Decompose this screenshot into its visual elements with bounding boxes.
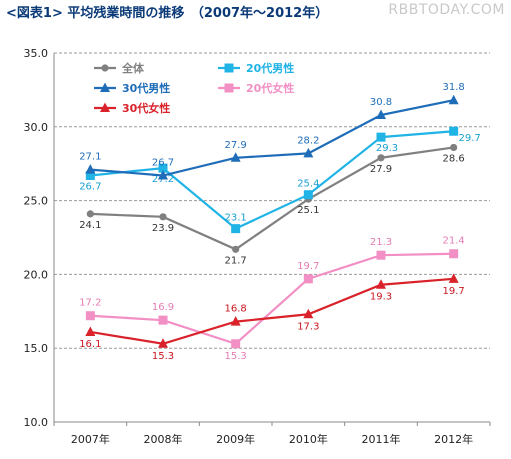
data-point [230, 316, 241, 326]
data-point [449, 249, 459, 259]
series-line [90, 252, 454, 346]
y-tick-label: 30.0 [24, 121, 49, 134]
chart-title: <図表1> 平均残業時間の推移 （2007年～2012年） [6, 6, 329, 21]
data-point [448, 94, 459, 105]
data-point [303, 190, 313, 200]
data-label: 30.8 [370, 97, 392, 108]
data-label: 27.1 [79, 152, 101, 163]
y-tick-label: 10.0 [24, 416, 49, 429]
y-tick-label: 25.0 [24, 195, 49, 208]
data-label: 24.1 [79, 220, 101, 231]
data-label: 28.2 [297, 135, 319, 146]
x-tick-label: 2010年 [289, 432, 328, 446]
data-label: 29.7 [459, 133, 481, 144]
data-label: 27.2 [152, 174, 174, 185]
data-point [85, 164, 96, 174]
data-point [450, 143, 458, 152]
data-label: 29.3 [376, 143, 398, 154]
data-label: 27.9 [225, 140, 247, 151]
data-label: 16.9 [152, 302, 174, 313]
data-point [158, 170, 168, 180]
legend-marker [100, 102, 110, 112]
data-point [85, 171, 95, 181]
data-point [449, 126, 459, 136]
series-line [90, 99, 454, 177]
data-label: 19.7 [443, 286, 465, 297]
data-label: 31.8 [443, 82, 465, 93]
legend-label: 全体 [121, 61, 145, 75]
legend-marker [101, 64, 109, 72]
y-tick-label: 20.0 [24, 268, 49, 281]
data-point [86, 210, 94, 218]
data-point [303, 147, 314, 158]
data-label: 15.3 [225, 351, 247, 362]
data-label: 25.1 [297, 205, 319, 216]
legend-label: 30代女性 [122, 101, 170, 115]
data-point [231, 224, 241, 234]
data-label: 21.7 [225, 255, 247, 266]
y-tick-label: 15.0 [24, 342, 49, 355]
x-tick-label: 2007年 [71, 432, 110, 446]
data-point [158, 163, 168, 173]
data-label: 16.8 [225, 304, 247, 315]
legend-label: 30代男性 [122, 81, 170, 95]
legend-marker [224, 63, 234, 73]
x-tick-label: 2009年 [216, 432, 255, 446]
data-point [85, 311, 95, 321]
series-line [90, 277, 454, 345]
data-point [159, 213, 167, 221]
legend-label: 20代女性 [246, 81, 294, 95]
data-label: 27.9 [370, 164, 392, 175]
data-point [376, 132, 386, 142]
legend-label: 20代男性 [246, 61, 294, 75]
x-tick-label: 2012年 [434, 432, 473, 446]
data-point [158, 315, 168, 325]
data-label: 16.1 [79, 339, 101, 350]
y-tick-label: 35.0 [24, 47, 49, 60]
data-label: 21.4 [443, 236, 465, 247]
watermark: RBBTODAY.COM [388, 2, 505, 18]
data-point [303, 308, 314, 319]
data-label: 23.1 [225, 213, 247, 224]
data-point [230, 152, 241, 162]
data-label: 26.7 [79, 182, 101, 193]
data-label: 17.3 [297, 321, 319, 332]
data-point [231, 339, 241, 349]
data-point [303, 274, 313, 284]
data-label: 23.9 [152, 223, 174, 234]
x-tick-label: 2008年 [144, 432, 183, 446]
data-point [376, 279, 386, 289]
data-point [448, 273, 459, 283]
data-label: 19.3 [370, 292, 392, 303]
data-point [158, 338, 168, 348]
data-point [377, 154, 385, 162]
data-point [376, 250, 386, 260]
data-label: 17.2 [79, 298, 101, 309]
data-point [232, 245, 240, 253]
series-line [90, 130, 454, 230]
legend-marker [100, 82, 110, 92]
x-tick-label: 2011年 [362, 432, 401, 446]
data-point [376, 109, 386, 119]
series-line [90, 146, 454, 251]
data-label: 15.3 [152, 351, 174, 362]
data-label: 25.4 [297, 179, 319, 190]
data-point [85, 326, 96, 336]
data-label: 21.3 [370, 237, 392, 248]
data-label: 19.7 [297, 261, 319, 272]
data-label: 26.7 [152, 158, 174, 169]
data-label: 28.6 [443, 153, 465, 164]
legend-marker [224, 83, 234, 93]
